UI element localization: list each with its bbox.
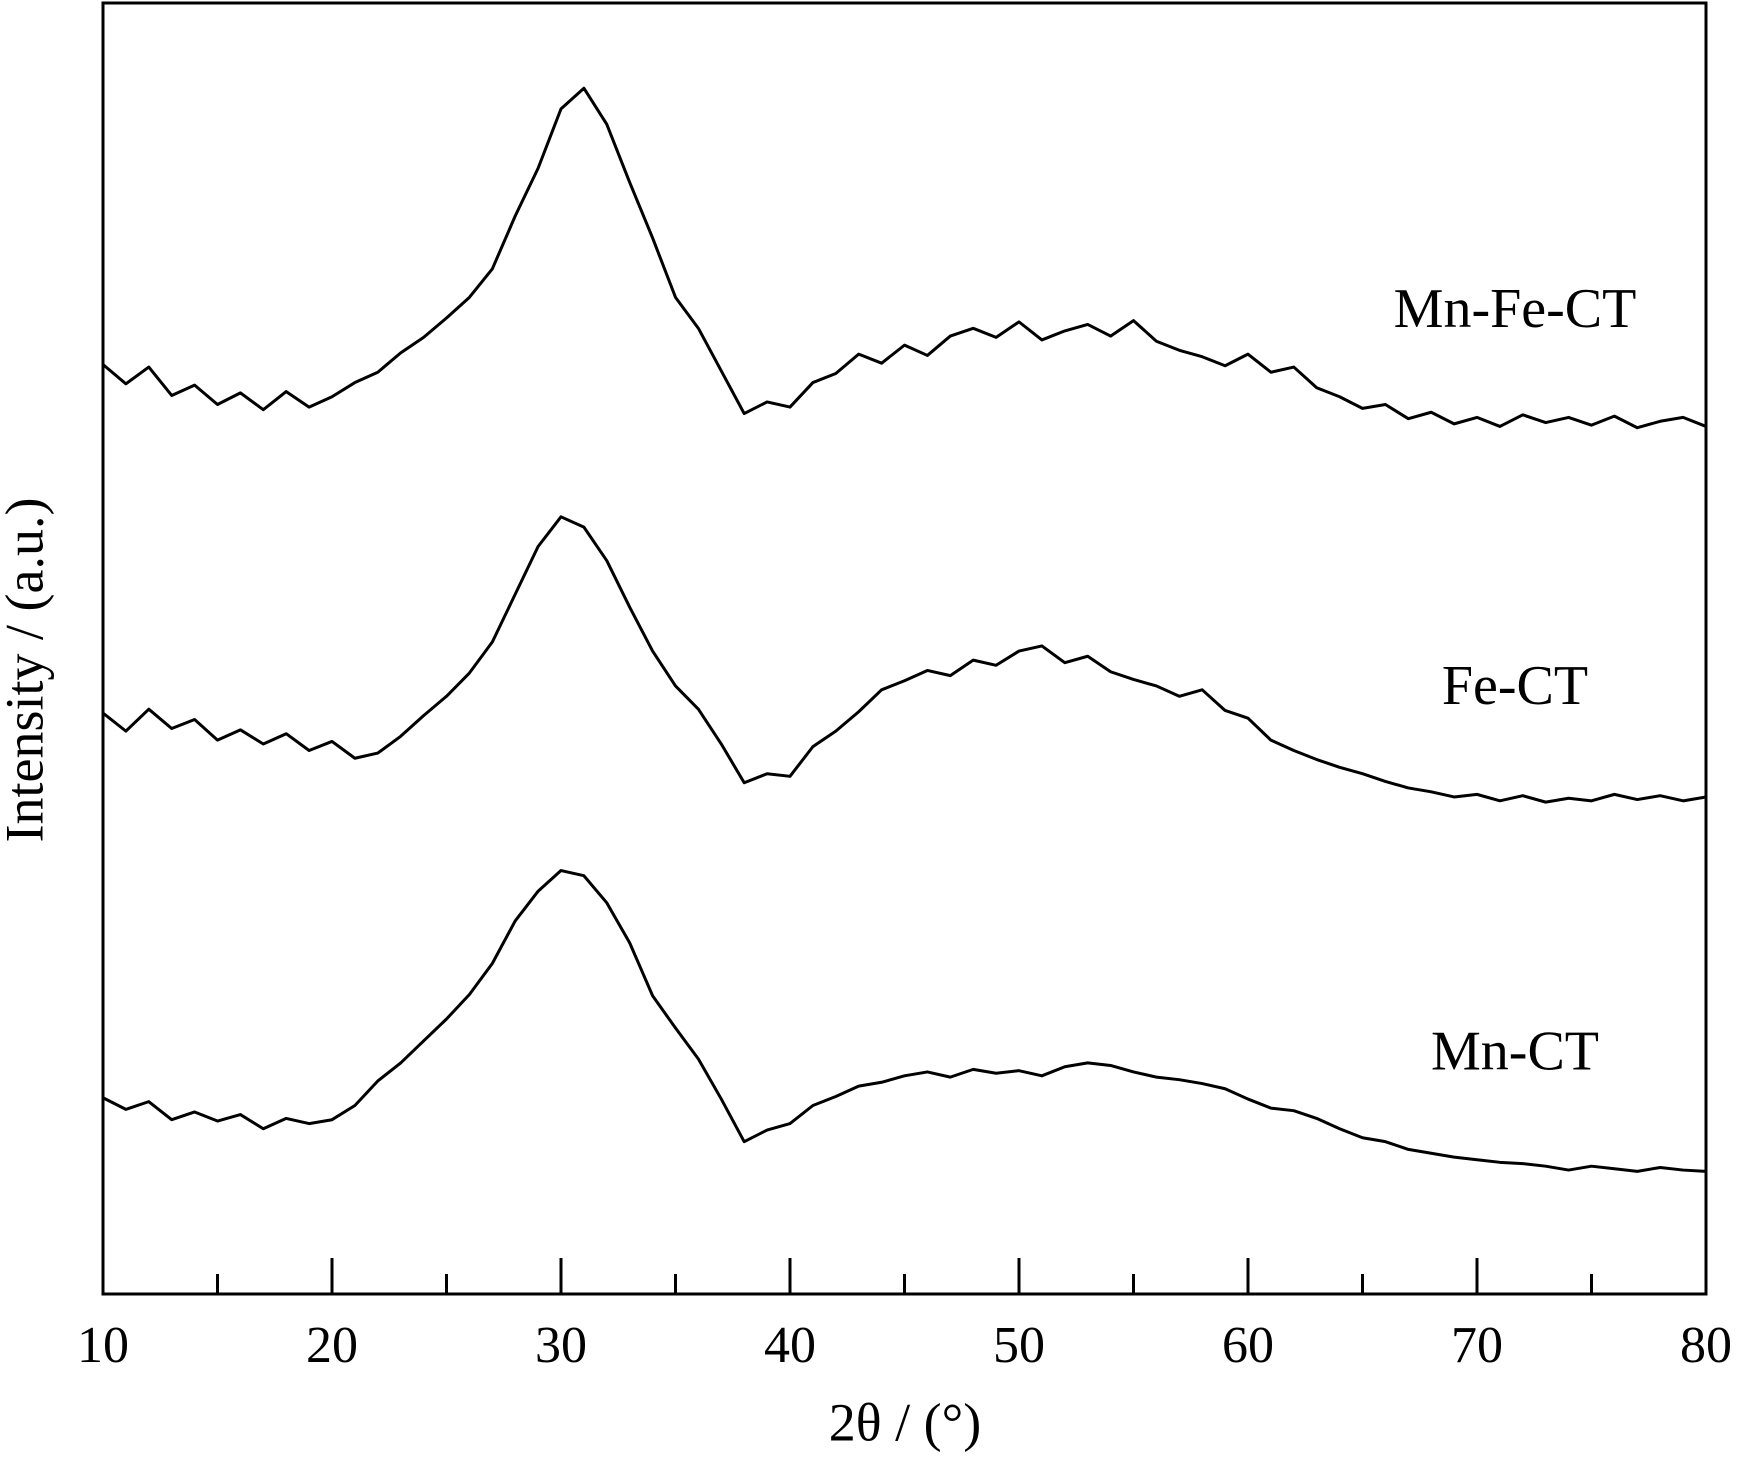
x-tick-label: 70: [1451, 1317, 1503, 1374]
plot-frame: [101, 1, 1708, 1296]
series-label: Mn-CT: [1431, 1020, 1599, 1082]
x-tick-label: 10: [77, 1317, 129, 1374]
series-line: [102, 86, 1707, 430]
x-tick-label: 60: [1222, 1317, 1274, 1374]
series-label: Fe-CT: [1442, 655, 1588, 717]
x-axis-label: 2θ / (°): [829, 1392, 981, 1452]
series-line: [102, 869, 1707, 1173]
series-line: [102, 515, 1707, 804]
x-tick-label: 50: [993, 1317, 1045, 1374]
y-axis-label: Intensity / (a.u.): [0, 498, 54, 843]
x-tick-label: 80: [1680, 1317, 1732, 1374]
x-tick-label: 20: [306, 1317, 358, 1374]
x-tick-label: 30: [535, 1317, 587, 1374]
x-tick-label: 40: [764, 1317, 816, 1374]
series-label: Mn-Fe-CT: [1394, 278, 1637, 340]
